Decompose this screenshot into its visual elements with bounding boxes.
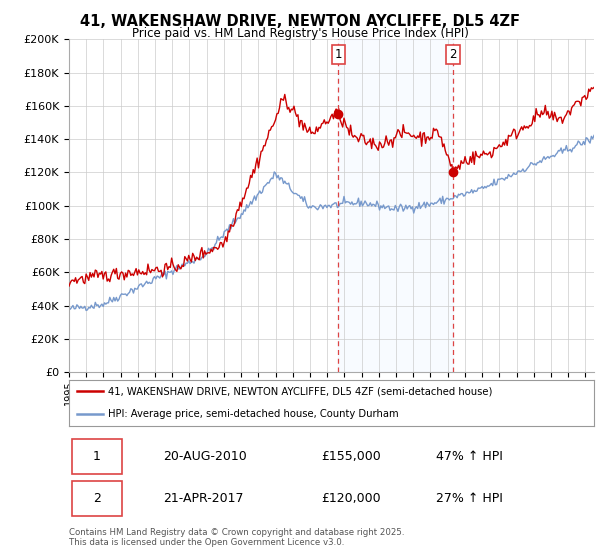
Text: 1: 1	[334, 48, 342, 60]
Text: 27% ↑ HPI: 27% ↑ HPI	[437, 492, 503, 505]
Text: 2: 2	[93, 492, 101, 505]
Text: Price paid vs. HM Land Registry's House Price Index (HPI): Price paid vs. HM Land Registry's House …	[131, 27, 469, 40]
Text: 2: 2	[449, 48, 457, 60]
Text: HPI: Average price, semi-detached house, County Durham: HPI: Average price, semi-detached house,…	[109, 409, 399, 419]
FancyBboxPatch shape	[71, 438, 121, 474]
Text: £155,000: £155,000	[321, 450, 381, 463]
Text: 20-AUG-2010: 20-AUG-2010	[163, 450, 247, 463]
Text: Contains HM Land Registry data © Crown copyright and database right 2025.
This d: Contains HM Land Registry data © Crown c…	[69, 528, 404, 547]
Text: 41, WAKENSHAW DRIVE, NEWTON AYCLIFFE, DL5 4ZF: 41, WAKENSHAW DRIVE, NEWTON AYCLIFFE, DL…	[80, 14, 520, 29]
Text: 41, WAKENSHAW DRIVE, NEWTON AYCLIFFE, DL5 4ZF (semi-detached house): 41, WAKENSHAW DRIVE, NEWTON AYCLIFFE, DL…	[109, 386, 493, 396]
Text: 1: 1	[93, 450, 101, 463]
Text: £120,000: £120,000	[321, 492, 380, 505]
Bar	[338, 39, 453, 372]
Text: 47% ↑ HPI: 47% ↑ HPI	[437, 450, 503, 463]
Text: 21-APR-2017: 21-APR-2017	[163, 492, 244, 505]
FancyBboxPatch shape	[71, 481, 121, 516]
